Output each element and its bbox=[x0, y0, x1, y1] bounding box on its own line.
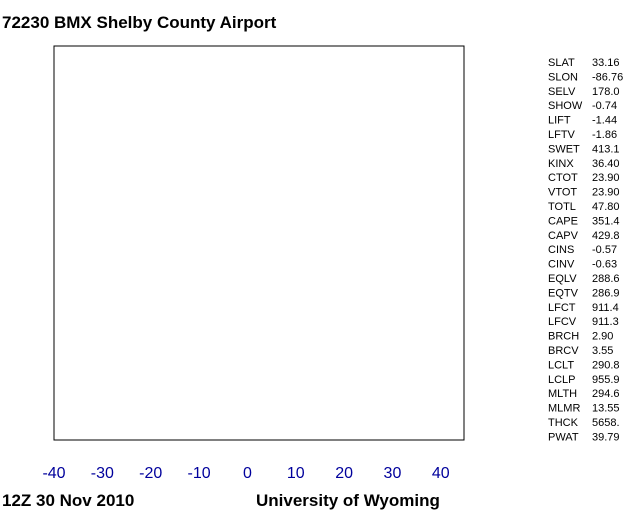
index-name: CTOT bbox=[548, 172, 578, 184]
index-name: EQTV bbox=[548, 287, 579, 299]
index-name: CAPE bbox=[548, 215, 578, 227]
index-value: 413.1 bbox=[592, 143, 620, 155]
index-name: LFCT bbox=[548, 302, 576, 314]
index-value: 429.8 bbox=[592, 230, 620, 242]
observation-time: 12Z 30 Nov 2010 bbox=[2, 491, 134, 510]
source-credit: University of Wyoming bbox=[256, 491, 440, 510]
index-name: THCK bbox=[548, 417, 579, 429]
index-value: 39.79 bbox=[592, 431, 620, 443]
index-value: -0.74 bbox=[592, 100, 617, 112]
index-name: MLMR bbox=[548, 403, 580, 415]
index-value: -0.63 bbox=[592, 259, 617, 271]
index-name: KINX bbox=[548, 158, 574, 170]
index-name: LIFT bbox=[548, 115, 571, 127]
index-name: LFTV bbox=[548, 129, 576, 141]
index-value: 288.6 bbox=[592, 273, 620, 285]
plot-frame bbox=[53, 45, 465, 441]
index-value: 911.4 bbox=[592, 302, 619, 314]
index-value: 294.6 bbox=[592, 388, 620, 400]
temperature-tick-label: 10 bbox=[287, 465, 305, 482]
index-value: 13.55 bbox=[592, 403, 620, 415]
temperature-axis: -40 -30 -20 -10 0 10 20 30 40 bbox=[42, 465, 449, 482]
index-value: 351.4 bbox=[592, 215, 620, 227]
temperature-tick-label: 20 bbox=[335, 465, 353, 482]
temperature-tick-label: 30 bbox=[384, 465, 402, 482]
index-name: MLTH bbox=[548, 388, 577, 400]
index-value: -1.86 bbox=[592, 129, 617, 141]
index-name: VTOT bbox=[548, 187, 577, 199]
index-value: 2.90 bbox=[592, 331, 613, 343]
index-name: TOTL bbox=[548, 201, 576, 213]
index-value: 23.90 bbox=[592, 172, 620, 184]
stability-indices: SLAT 33.16 SLON -86.76 SELV 178.0 SHOW -0.74 LIF… bbox=[548, 57, 623, 443]
chart-title: 72230 BMX Shelby County Airport bbox=[2, 13, 277, 32]
index-value: 33.16 bbox=[592, 57, 620, 69]
index-value: 23.90 bbox=[592, 187, 620, 199]
index-value: -1.44 bbox=[592, 115, 617, 127]
index-name: EQLV bbox=[548, 273, 577, 285]
index-name: CAPV bbox=[548, 230, 579, 242]
temperature-tick-label: -20 bbox=[139, 465, 162, 482]
index-name: LCLP bbox=[548, 374, 576, 386]
index-value: 955.9 bbox=[592, 374, 620, 386]
temperature-tick-label: 40 bbox=[432, 465, 450, 482]
index-name: SWET bbox=[548, 143, 580, 155]
index-name: LCLT bbox=[548, 359, 574, 371]
index-name: SELV bbox=[548, 86, 576, 98]
index-name: SHOW bbox=[548, 100, 583, 112]
index-name: SLAT bbox=[548, 57, 575, 69]
index-value: 5658. bbox=[592, 417, 620, 429]
index-name: BRCH bbox=[548, 331, 579, 343]
index-value: 290.8 bbox=[592, 359, 620, 371]
index-name: LFCV bbox=[548, 316, 577, 328]
index-name: CINS bbox=[548, 244, 574, 256]
temperature-tick-label: -40 bbox=[42, 465, 65, 482]
temperature-tick-label: -30 bbox=[91, 465, 114, 482]
temperature-tick-label: 0 bbox=[243, 465, 252, 482]
index-value: 36.40 bbox=[592, 158, 620, 170]
index-value: 3.55 bbox=[592, 345, 613, 357]
index-name: BRCV bbox=[548, 345, 579, 357]
index-value: -86.76 bbox=[592, 71, 623, 83]
index-name: PWAT bbox=[548, 431, 579, 443]
index-value: 178.0 bbox=[592, 86, 620, 98]
index-value: 47.80 bbox=[592, 201, 620, 213]
index-value: 911.3 bbox=[592, 316, 619, 328]
index-value: 286.9 bbox=[592, 287, 620, 299]
index-value: -0.57 bbox=[592, 244, 617, 256]
temperature-tick-label: -10 bbox=[187, 465, 210, 482]
index-name: CINV bbox=[548, 259, 575, 271]
index-name: SLON bbox=[548, 71, 578, 83]
